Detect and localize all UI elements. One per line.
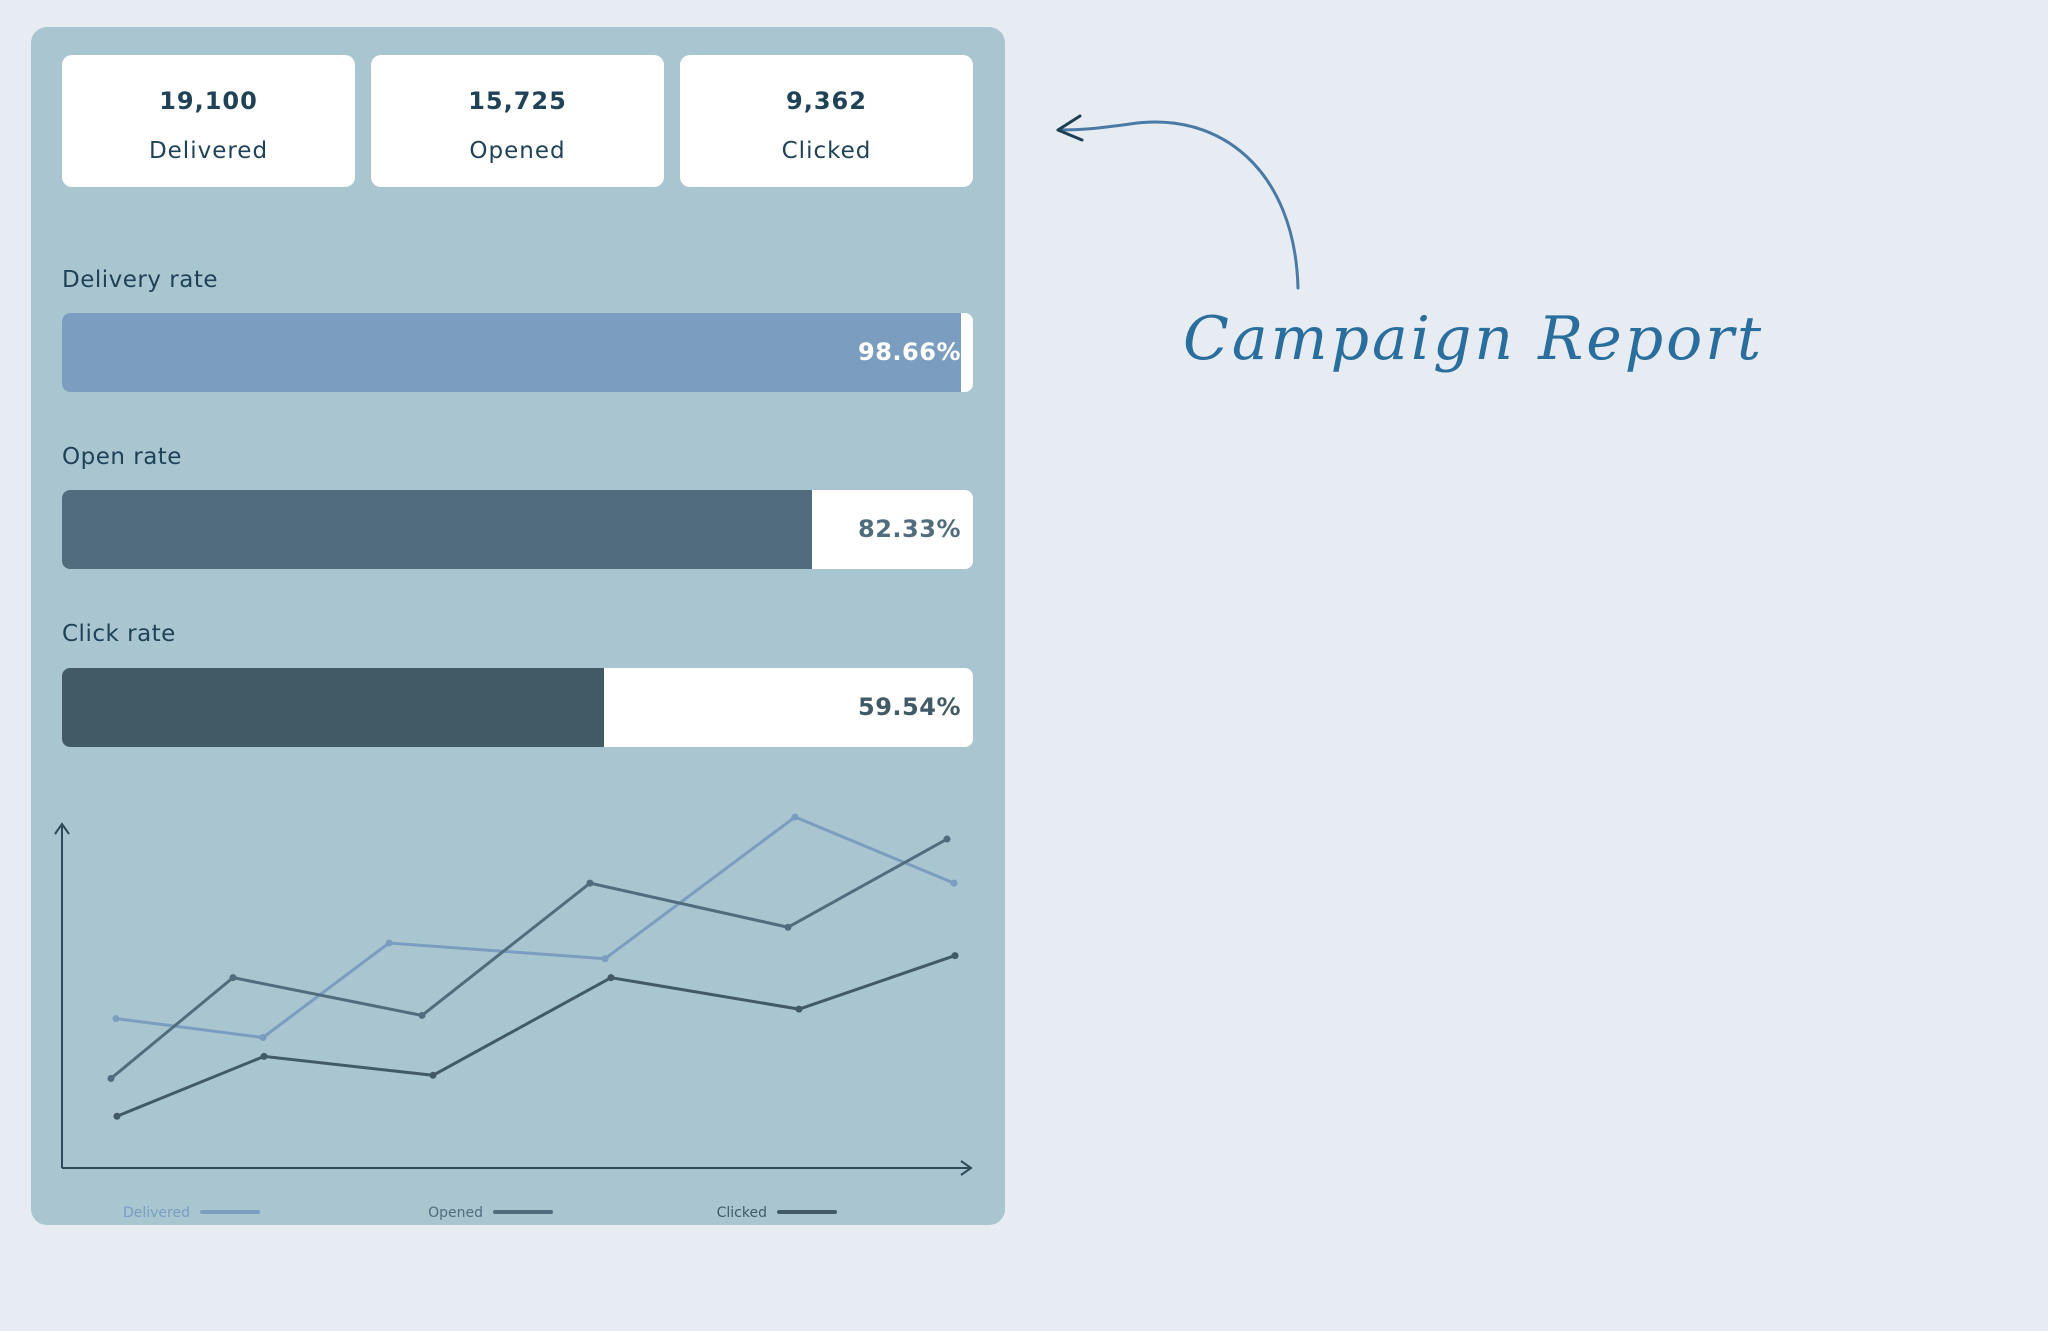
- y-axis-arrow: [54, 822, 70, 835]
- click-rate-bar: 59.54%: [62, 668, 973, 747]
- series-line-delivered: [115, 815, 955, 1040]
- open-rate-label: Open rate: [62, 444, 182, 470]
- delivery-rate-fill: [62, 313, 961, 392]
- data-point: [784, 923, 792, 931]
- legend-label-clicked: Clicked: [717, 1205, 767, 1221]
- page-title: Campaign Report: [1183, 304, 1765, 374]
- stat-label: Clicked: [781, 138, 872, 164]
- delivery-rate-value: 98.66%: [858, 338, 961, 366]
- stat-value: 19,100: [159, 87, 258, 115]
- data-point: [586, 879, 594, 887]
- data-point: [259, 1034, 267, 1041]
- data-point: [943, 835, 951, 843]
- delivery-rate-bar: 98.66%: [62, 313, 973, 392]
- click-rate-label: Click rate: [62, 621, 176, 647]
- stat-value: 15,725: [468, 87, 567, 115]
- data-point: [107, 1074, 115, 1082]
- curved-arrow-icon: [1056, 114, 1300, 290]
- click-rate-value: 59.54%: [858, 693, 961, 721]
- data-point: [112, 1015, 120, 1023]
- delivery-rate-label: Delivery rate: [62, 267, 218, 293]
- data-point: [113, 1112, 121, 1120]
- data-point: [607, 974, 615, 982]
- legend-label-delivered: Delivered: [123, 1205, 190, 1221]
- open-rate-bar: 82.33%: [62, 490, 973, 569]
- data-point: [260, 1052, 268, 1060]
- stat-value: 9,362: [786, 87, 867, 115]
- series-line-opened: [110, 837, 948, 1080]
- data-point: [229, 974, 237, 982]
- legend: Delivered Opened Clicked: [123, 1205, 837, 1221]
- series-line-clicked: [116, 954, 956, 1118]
- data-point: [791, 813, 799, 821]
- trend-line-chart: Delivered Opened Clicked: [54, 813, 973, 1221]
- x-axis-arrow: [960, 1160, 973, 1176]
- data-point: [418, 1011, 426, 1019]
- data-point: [951, 952, 959, 960]
- open-rate-fill: [62, 490, 813, 569]
- data-point: [950, 879, 958, 887]
- stat-card-opened: 15,725 Opened: [371, 55, 664, 187]
- data-point: [795, 1005, 803, 1013]
- open-rate-value: 82.33%: [858, 515, 961, 543]
- stat-card-clicked: 9,362 Clicked: [680, 55, 973, 187]
- data-point: [601, 955, 609, 963]
- series-layer: [107, 813, 959, 1120]
- data-point: [429, 1071, 437, 1079]
- stat-label: Delivered: [148, 138, 269, 164]
- stat-card-delivered: 19,100 Delivered: [62, 55, 355, 187]
- data-point: [385, 939, 393, 947]
- report-panel: 19,100 Delivered 15,725 Opened 9,362 Cli…: [31, 27, 1005, 1225]
- stat-label: Opened: [469, 138, 566, 164]
- legend-label-opened: Opened: [428, 1205, 483, 1221]
- click-rate-fill: [62, 668, 605, 747]
